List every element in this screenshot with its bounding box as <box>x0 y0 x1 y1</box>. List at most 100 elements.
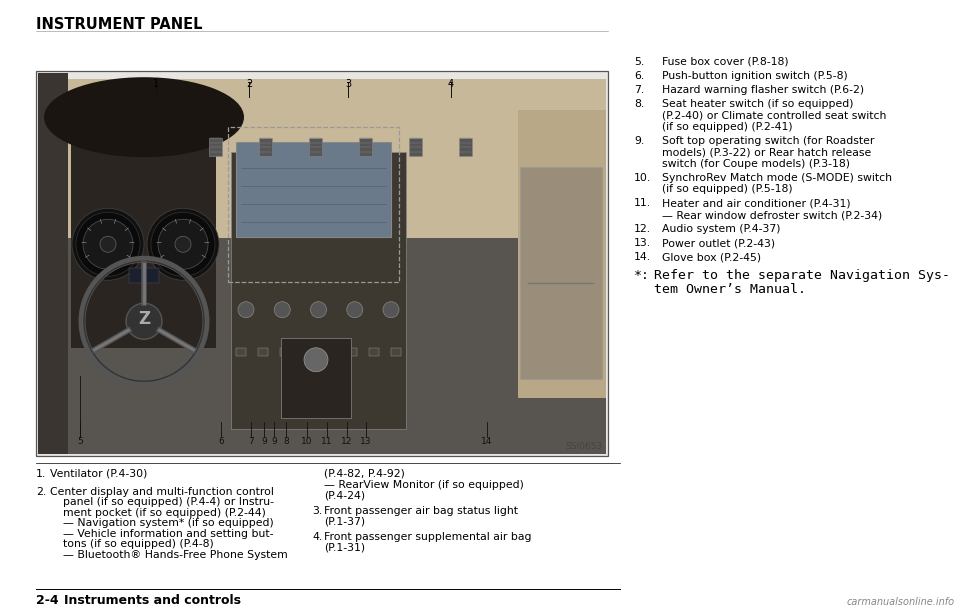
Text: (if so equipped) (P.5-18): (if so equipped) (P.5-18) <box>662 185 793 194</box>
Text: 12.: 12. <box>634 224 651 234</box>
Text: — Vehicle information and setting but-: — Vehicle information and setting but- <box>63 529 274 539</box>
Text: 3: 3 <box>345 79 351 89</box>
Circle shape <box>147 208 219 280</box>
Circle shape <box>72 208 144 280</box>
Text: (P.1-31): (P.1-31) <box>324 543 365 552</box>
Bar <box>347 348 357 356</box>
Bar <box>258 348 268 356</box>
Text: Heater and air conditioner (P.4-31): Heater and air conditioner (P.4-31) <box>662 199 851 208</box>
Text: 13: 13 <box>360 437 372 447</box>
Text: 9: 9 <box>271 437 276 447</box>
Text: 1: 1 <box>153 79 159 89</box>
Bar <box>302 348 312 356</box>
Text: 4.: 4. <box>312 532 323 542</box>
Bar <box>391 348 401 356</box>
Bar <box>129 268 159 283</box>
Text: — Bluetooth® Hands-Free Phone System: — Bluetooth® Hands-Free Phone System <box>63 550 288 560</box>
Text: *:: *: <box>634 269 650 282</box>
Text: — Rear window defroster switch (P.2-34): — Rear window defroster switch (P.2-34) <box>662 210 882 220</box>
Text: Hazard warning flasher switch (P.6-2): Hazard warning flasher switch (P.6-2) <box>662 85 864 95</box>
Text: SynchroRev Match mode (S-MODE) switch: SynchroRev Match mode (S-MODE) switch <box>662 173 892 183</box>
Text: Z: Z <box>138 310 150 328</box>
Circle shape <box>304 348 328 371</box>
Text: 2: 2 <box>246 79 252 89</box>
Bar <box>518 109 606 398</box>
Circle shape <box>76 212 140 276</box>
Text: Instruments and controls: Instruments and controls <box>64 594 241 607</box>
Bar <box>38 79 606 244</box>
Text: carmanualsonline.info: carmanualsonline.info <box>847 597 955 607</box>
Text: 9: 9 <box>261 437 267 447</box>
Text: Center display and multi-function control: Center display and multi-function contro… <box>50 487 274 497</box>
Text: (P.1-37): (P.1-37) <box>324 516 365 526</box>
Text: 12: 12 <box>342 437 352 447</box>
Text: 10: 10 <box>301 437 313 447</box>
Bar <box>324 348 335 356</box>
Text: — RearView Monitor (if so equipped): — RearView Monitor (if so equipped) <box>324 480 524 489</box>
Text: 7.: 7. <box>634 85 644 95</box>
Text: Soft top operating switch (for Roadster: Soft top operating switch (for Roadster <box>662 136 875 146</box>
Text: 10.: 10. <box>634 173 651 183</box>
Circle shape <box>310 302 326 318</box>
Bar <box>71 125 216 348</box>
Text: Ventilator (P.4-30): Ventilator (P.4-30) <box>50 469 148 479</box>
Circle shape <box>83 219 133 269</box>
Bar <box>280 348 290 356</box>
Text: Seat heater switch (if so equipped): Seat heater switch (if so equipped) <box>662 99 853 109</box>
Ellipse shape <box>44 77 244 157</box>
Text: 13.: 13. <box>634 238 651 248</box>
Bar <box>38 238 606 454</box>
Text: switch (for Coupe models) (P.3-18): switch (for Coupe models) (P.3-18) <box>662 159 850 169</box>
Text: 11.: 11. <box>634 199 651 208</box>
Text: Front passenger air bag status light: Front passenger air bag status light <box>324 506 518 516</box>
Circle shape <box>158 219 208 269</box>
Bar <box>36 71 608 456</box>
Circle shape <box>275 302 290 318</box>
Text: 2-4: 2-4 <box>36 594 59 607</box>
Text: (P.4-82, P.4-92): (P.4-82, P.4-92) <box>324 469 405 479</box>
Text: Refer to the separate Navigation Sys-: Refer to the separate Navigation Sys- <box>654 269 950 282</box>
Text: Audio system (P.4-37): Audio system (P.4-37) <box>662 224 780 234</box>
Text: 5: 5 <box>77 437 83 447</box>
Bar <box>309 137 322 156</box>
Text: 4: 4 <box>448 79 454 89</box>
Text: Glove box (P.2-45): Glove box (P.2-45) <box>662 252 761 262</box>
Bar <box>359 137 372 156</box>
Text: (if so equipped) (P.2-41): (if so equipped) (P.2-41) <box>662 122 793 132</box>
Text: panel (if so equipped) (P.4-4) or Instru-: panel (if so equipped) (P.4-4) or Instru… <box>63 497 274 507</box>
Circle shape <box>175 236 191 252</box>
Circle shape <box>238 302 254 318</box>
Text: 7: 7 <box>248 437 253 447</box>
Circle shape <box>383 302 399 318</box>
Text: (P.4-24): (P.4-24) <box>324 490 365 500</box>
Text: tem Owner’s Manual.: tem Owner’s Manual. <box>654 283 806 296</box>
Text: tons (if so equipped) (P.4-8): tons (if so equipped) (P.4-8) <box>63 540 214 549</box>
Text: Push-button ignition switch (P.5-8): Push-button ignition switch (P.5-8) <box>662 71 848 81</box>
Text: INSTRUMENT PANEL: INSTRUMENT PANEL <box>36 17 203 32</box>
Bar <box>369 348 379 356</box>
Bar <box>231 152 406 429</box>
Text: models) (P.3-22) or Rear hatch release: models) (P.3-22) or Rear hatch release <box>662 147 872 158</box>
Bar <box>459 137 472 156</box>
Text: 14.: 14. <box>634 252 651 262</box>
Circle shape <box>347 302 363 318</box>
Circle shape <box>151 212 215 276</box>
Text: 2.: 2. <box>36 487 46 497</box>
Text: (P.2-40) or Climate controlled seat switch: (P.2-40) or Climate controlled seat swit… <box>662 111 886 120</box>
Circle shape <box>126 303 162 339</box>
Bar <box>259 137 272 156</box>
Bar <box>209 137 222 156</box>
Text: Fuse box cover (P.8-18): Fuse box cover (P.8-18) <box>662 57 788 67</box>
Text: 9.: 9. <box>634 136 644 146</box>
Bar <box>236 142 391 236</box>
Bar <box>520 167 602 379</box>
Text: 3.: 3. <box>312 506 323 516</box>
Text: 8.: 8. <box>634 99 644 109</box>
Text: 11: 11 <box>322 437 333 447</box>
Text: 14: 14 <box>481 437 492 447</box>
Text: — Navigation system* (if so equipped): — Navigation system* (if so equipped) <box>63 518 274 529</box>
Text: ment pocket (if so equipped) (P.2-44): ment pocket (if so equipped) (P.2-44) <box>63 508 266 518</box>
Text: 6.: 6. <box>634 71 644 81</box>
Bar <box>228 126 399 282</box>
Circle shape <box>100 236 116 252</box>
